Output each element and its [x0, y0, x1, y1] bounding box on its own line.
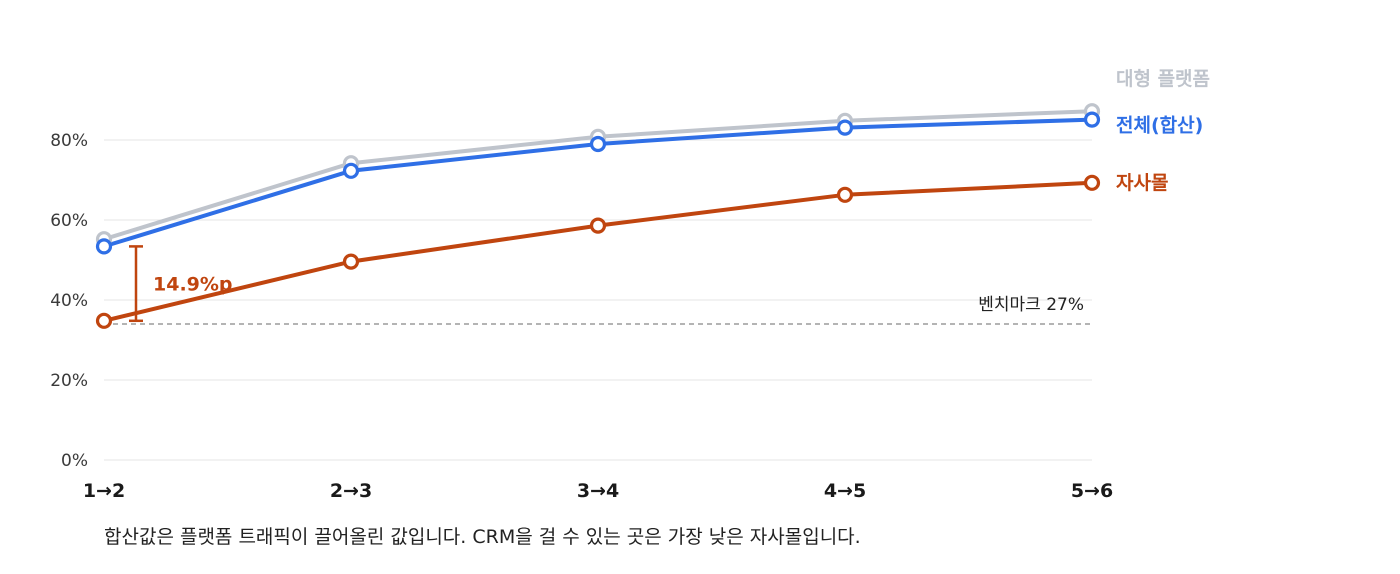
- x-tick-label: 1→2: [83, 480, 125, 502]
- data-point: [836, 119, 854, 136]
- x-tick-label: 2→3: [330, 480, 372, 502]
- data-point: [1083, 174, 1101, 191]
- x-tick-label: 3→4: [577, 480, 619, 502]
- y-tick-label: 60%: [50, 211, 88, 231]
- series-label: 자사몰: [1116, 172, 1168, 194]
- chart-caption: 합산값은 플랫폼 트래픽이 끌어올린 값입니다. CRM을 걸 수 있는 곳은 …: [104, 526, 861, 548]
- y-tick-label: 20%: [50, 371, 88, 391]
- data-point: [342, 162, 360, 179]
- gap-label: 14.9%p: [153, 274, 233, 296]
- data-point: [589, 135, 607, 153]
- y-tick-label: 0%: [61, 451, 88, 471]
- y-tick-label: 40%: [50, 291, 88, 311]
- x-tick-label: 4→5: [824, 480, 866, 502]
- series-lines: [95, 103, 1101, 329]
- data-point: [836, 186, 854, 203]
- data-point: [95, 312, 113, 329]
- benchmark-label: 벤치마크 27%: [978, 295, 1084, 315]
- data-point: [1083, 111, 1101, 128]
- x-axis-ticks: 1→2 2→3 3→4 4→5 5→6: [83, 480, 1113, 502]
- data-point: [342, 253, 360, 270]
- series-label: 대형 플랫폼: [1116, 68, 1210, 90]
- y-tick-label: 80%: [50, 131, 88, 151]
- y-axis-ticks: 0% 20% 40% 60% 80%: [50, 131, 88, 471]
- gap-annotation: 14.9%p: [129, 245, 233, 323]
- data-point: [589, 217, 607, 234]
- x-tick-label: 5→6: [1071, 480, 1113, 502]
- series-label: 전체(합산): [1116, 115, 1203, 137]
- benchmark: 벤치마크 27%: [104, 295, 1092, 325]
- data-point: [95, 238, 113, 255]
